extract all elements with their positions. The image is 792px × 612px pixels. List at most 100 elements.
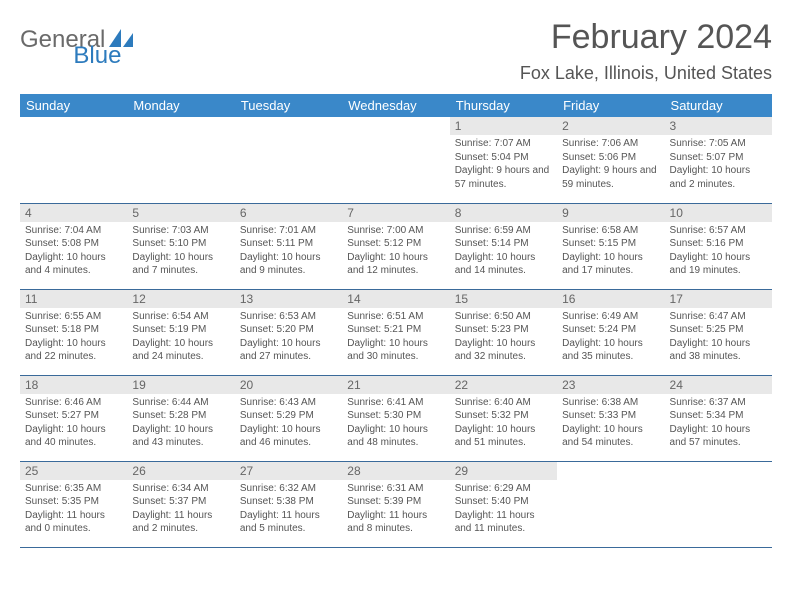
- day-content: Sunrise: 6:58 AMSunset: 5:15 PMDaylight:…: [557, 222, 664, 282]
- empty-cell: [557, 461, 664, 547]
- day-number: 23: [557, 376, 664, 394]
- calendar-row: 11Sunrise: 6:55 AMSunset: 5:18 PMDayligh…: [20, 289, 772, 375]
- day-cell: 5Sunrise: 7:03 AMSunset: 5:10 PMDaylight…: [127, 203, 234, 289]
- empty-cell: [665, 461, 772, 547]
- day-cell: 25Sunrise: 6:35 AMSunset: 5:35 PMDayligh…: [20, 461, 127, 547]
- day-cell: 2Sunrise: 7:06 AMSunset: 5:06 PMDaylight…: [557, 117, 664, 203]
- day-cell: 4Sunrise: 7:04 AMSunset: 5:08 PMDaylight…: [20, 203, 127, 289]
- day-number: 1: [450, 117, 557, 135]
- logo: General Blue: [20, 26, 185, 54]
- logo-text-blue: Blue: [73, 42, 121, 69]
- day-cell: 11Sunrise: 6:55 AMSunset: 5:18 PMDayligh…: [20, 289, 127, 375]
- day-cell: 19Sunrise: 6:44 AMSunset: 5:28 PMDayligh…: [127, 375, 234, 461]
- day-number: 29: [450, 462, 557, 480]
- day-number: 25: [20, 462, 127, 480]
- day-number: 14: [342, 290, 449, 308]
- day-number: 19: [127, 376, 234, 394]
- day-content: Sunrise: 6:31 AMSunset: 5:39 PMDaylight:…: [342, 480, 449, 540]
- empty-cell: [342, 117, 449, 203]
- day-content: Sunrise: 6:54 AMSunset: 5:19 PMDaylight:…: [127, 308, 234, 368]
- day-content: Sunrise: 6:47 AMSunset: 5:25 PMDaylight:…: [665, 308, 772, 368]
- day-content: Sunrise: 6:35 AMSunset: 5:35 PMDaylight:…: [20, 480, 127, 540]
- day-content: Sunrise: 6:43 AMSunset: 5:29 PMDaylight:…: [235, 394, 342, 454]
- month-title: February 2024: [520, 18, 772, 57]
- calendar-row: 1Sunrise: 7:07 AMSunset: 5:04 PMDaylight…: [20, 117, 772, 203]
- day-number: 9: [557, 204, 664, 222]
- day-number: 16: [557, 290, 664, 308]
- day-cell: 6Sunrise: 7:01 AMSunset: 5:11 PMDaylight…: [235, 203, 342, 289]
- day-cell: 15Sunrise: 6:50 AMSunset: 5:23 PMDayligh…: [450, 289, 557, 375]
- day-content: Sunrise: 6:57 AMSunset: 5:16 PMDaylight:…: [665, 222, 772, 282]
- day-cell: 26Sunrise: 6:34 AMSunset: 5:37 PMDayligh…: [127, 461, 234, 547]
- day-cell: 20Sunrise: 6:43 AMSunset: 5:29 PMDayligh…: [235, 375, 342, 461]
- day-cell: 8Sunrise: 6:59 AMSunset: 5:14 PMDaylight…: [450, 203, 557, 289]
- calendar-row: 25Sunrise: 6:35 AMSunset: 5:35 PMDayligh…: [20, 461, 772, 547]
- day-content: Sunrise: 6:40 AMSunset: 5:32 PMDaylight:…: [450, 394, 557, 454]
- day-number: 21: [342, 376, 449, 394]
- day-number: 2: [557, 117, 664, 135]
- day-cell: 10Sunrise: 6:57 AMSunset: 5:16 PMDayligh…: [665, 203, 772, 289]
- day-number: 22: [450, 376, 557, 394]
- day-number: 26: [127, 462, 234, 480]
- day-content: Sunrise: 7:07 AMSunset: 5:04 PMDaylight:…: [450, 135, 557, 195]
- day-header: Wednesday: [342, 94, 449, 117]
- day-cell: 18Sunrise: 6:46 AMSunset: 5:27 PMDayligh…: [20, 375, 127, 461]
- day-header: Saturday: [665, 94, 772, 117]
- day-cell: 1Sunrise: 7:07 AMSunset: 5:04 PMDaylight…: [450, 117, 557, 203]
- day-number: 27: [235, 462, 342, 480]
- day-number: 3: [665, 117, 772, 135]
- day-content: Sunrise: 6:59 AMSunset: 5:14 PMDaylight:…: [450, 222, 557, 282]
- day-header: Tuesday: [235, 94, 342, 117]
- day-cell: 7Sunrise: 7:00 AMSunset: 5:12 PMDaylight…: [342, 203, 449, 289]
- day-content: Sunrise: 6:55 AMSunset: 5:18 PMDaylight:…: [20, 308, 127, 368]
- day-number: 18: [20, 376, 127, 394]
- day-content: Sunrise: 6:51 AMSunset: 5:21 PMDaylight:…: [342, 308, 449, 368]
- day-content: Sunrise: 7:03 AMSunset: 5:10 PMDaylight:…: [127, 222, 234, 282]
- day-content: Sunrise: 6:49 AMSunset: 5:24 PMDaylight:…: [557, 308, 664, 368]
- day-cell: 16Sunrise: 6:49 AMSunset: 5:24 PMDayligh…: [557, 289, 664, 375]
- day-cell: 17Sunrise: 6:47 AMSunset: 5:25 PMDayligh…: [665, 289, 772, 375]
- day-cell: 23Sunrise: 6:38 AMSunset: 5:33 PMDayligh…: [557, 375, 664, 461]
- empty-cell: [235, 117, 342, 203]
- day-content: Sunrise: 6:53 AMSunset: 5:20 PMDaylight:…: [235, 308, 342, 368]
- day-cell: 27Sunrise: 6:32 AMSunset: 5:38 PMDayligh…: [235, 461, 342, 547]
- day-number: 15: [450, 290, 557, 308]
- day-number: 13: [235, 290, 342, 308]
- day-number: 20: [235, 376, 342, 394]
- day-number: 6: [235, 204, 342, 222]
- empty-cell: [127, 117, 234, 203]
- day-content: Sunrise: 6:34 AMSunset: 5:37 PMDaylight:…: [127, 480, 234, 540]
- day-cell: 12Sunrise: 6:54 AMSunset: 5:19 PMDayligh…: [127, 289, 234, 375]
- day-content: Sunrise: 7:00 AMSunset: 5:12 PMDaylight:…: [342, 222, 449, 282]
- day-content: Sunrise: 7:04 AMSunset: 5:08 PMDaylight:…: [20, 222, 127, 282]
- day-content: Sunrise: 6:38 AMSunset: 5:33 PMDaylight:…: [557, 394, 664, 454]
- day-header: Monday: [127, 94, 234, 117]
- day-number: 24: [665, 376, 772, 394]
- day-cell: 28Sunrise: 6:31 AMSunset: 5:39 PMDayligh…: [342, 461, 449, 547]
- calendar-row: 18Sunrise: 6:46 AMSunset: 5:27 PMDayligh…: [20, 375, 772, 461]
- day-content: Sunrise: 6:44 AMSunset: 5:28 PMDaylight:…: [127, 394, 234, 454]
- calendar-table: SundayMondayTuesdayWednesdayThursdayFrid…: [20, 94, 772, 548]
- day-cell: 13Sunrise: 6:53 AMSunset: 5:20 PMDayligh…: [235, 289, 342, 375]
- day-cell: 21Sunrise: 6:41 AMSunset: 5:30 PMDayligh…: [342, 375, 449, 461]
- day-header: Friday: [557, 94, 664, 117]
- day-content: Sunrise: 6:29 AMSunset: 5:40 PMDaylight:…: [450, 480, 557, 540]
- day-header: Thursday: [450, 94, 557, 117]
- day-cell: 29Sunrise: 6:29 AMSunset: 5:40 PMDayligh…: [450, 461, 557, 547]
- day-number: 10: [665, 204, 772, 222]
- day-number: 28: [342, 462, 449, 480]
- calendar-body: 1Sunrise: 7:07 AMSunset: 5:04 PMDaylight…: [20, 117, 772, 547]
- location: Fox Lake, Illinois, United States: [520, 63, 772, 84]
- header: General Blue February 2024 Fox Lake, Ill…: [20, 18, 772, 84]
- day-content: Sunrise: 6:46 AMSunset: 5:27 PMDaylight:…: [20, 394, 127, 454]
- calendar-row: 4Sunrise: 7:04 AMSunset: 5:08 PMDaylight…: [20, 203, 772, 289]
- title-block: February 2024 Fox Lake, Illinois, United…: [520, 18, 772, 84]
- day-cell: 24Sunrise: 6:37 AMSunset: 5:34 PMDayligh…: [665, 375, 772, 461]
- day-number: 11: [20, 290, 127, 308]
- empty-cell: [20, 117, 127, 203]
- day-content: Sunrise: 6:32 AMSunset: 5:38 PMDaylight:…: [235, 480, 342, 540]
- day-content: Sunrise: 6:41 AMSunset: 5:30 PMDaylight:…: [342, 394, 449, 454]
- day-number: 17: [665, 290, 772, 308]
- day-content: Sunrise: 6:50 AMSunset: 5:23 PMDaylight:…: [450, 308, 557, 368]
- day-header-row: SundayMondayTuesdayWednesdayThursdayFrid…: [20, 94, 772, 117]
